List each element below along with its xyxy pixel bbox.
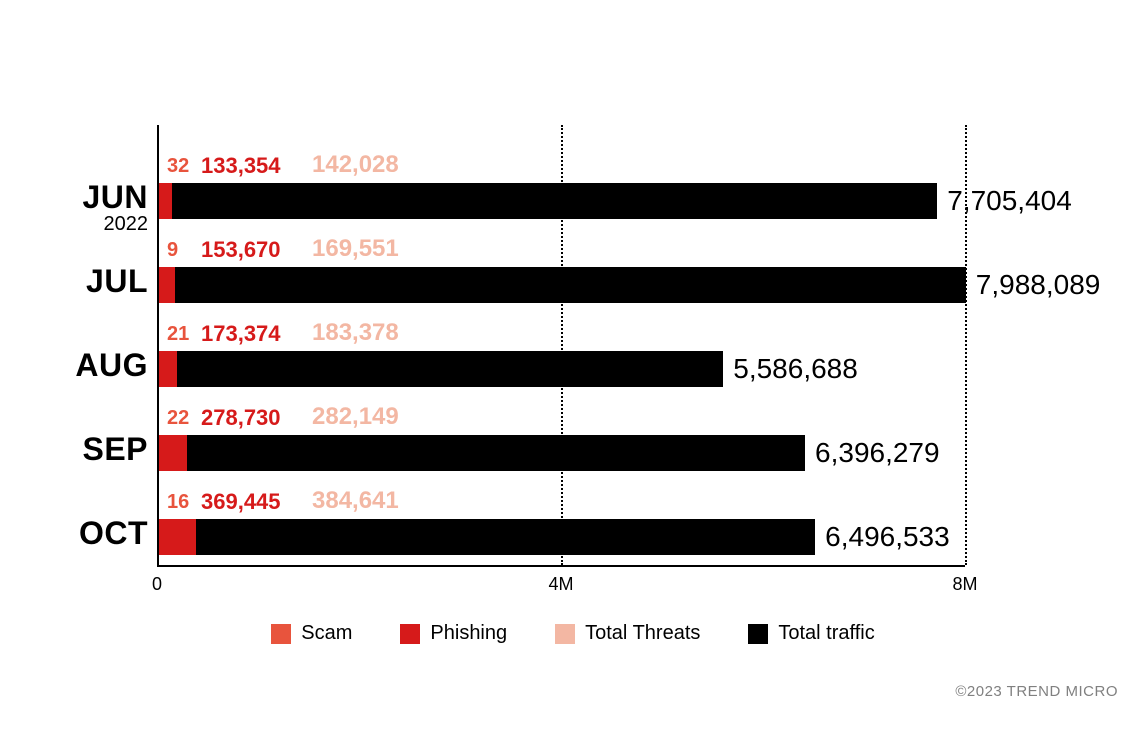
bar-phishing	[159, 435, 187, 471]
threats-value: 169,551	[312, 235, 399, 263]
bar-phishing	[159, 351, 177, 387]
table-row: OCT16369,445384,6416,496,533	[0, 491, 1146, 575]
x-tick-label: 4M	[548, 574, 573, 595]
threats-value: 384,641	[312, 487, 399, 515]
bar-phishing	[159, 267, 175, 303]
chart-canvas: 0 4M 8M JUN2022 32 133,354 142,028 7,705,404 JU…	[0, 0, 1146, 730]
month-label: JUN	[8, 179, 148, 216]
threats-value: 183,378	[312, 319, 399, 347]
table-row: AUG21173,374183,3785,586,688	[0, 323, 1146, 407]
legend-swatch	[555, 624, 575, 644]
legend-item-phishing: Phishing	[400, 622, 507, 645]
year-label: 2022	[8, 213, 148, 236]
legend-label: Total Threats	[585, 622, 700, 645]
phishing-value: 278,730	[201, 405, 281, 431]
threats-value: 142,028	[312, 151, 399, 179]
scam-value: 32	[167, 155, 189, 178]
bar-total-traffic	[177, 351, 724, 387]
total-traffic-value: 7,705,404	[947, 185, 1072, 217]
table-row: JUL9153,670169,5517,988,089	[0, 239, 1146, 323]
legend-label: Scam	[301, 622, 352, 645]
bar-total-traffic	[187, 435, 805, 471]
bar-phishing	[159, 183, 172, 219]
phishing-value: 153,670	[201, 237, 281, 263]
copyright: ©2023 TREND MICRO	[955, 683, 1118, 700]
month-label: SEP	[8, 431, 148, 468]
total-traffic-value: 7,988,089	[976, 269, 1101, 301]
x-tick-label: 0	[152, 574, 162, 595]
legend-label: Total traffic	[778, 622, 874, 645]
table-row: SEP22278,730282,1496,396,279	[0, 407, 1146, 491]
phishing-value: 173,374	[201, 321, 281, 347]
total-traffic-value: 6,396,279	[815, 437, 940, 469]
month-label: JUL	[8, 263, 148, 300]
x-tick-label: 8M	[952, 574, 977, 595]
legend-swatch	[748, 624, 768, 644]
legend-item-total_threats: Total Threats	[555, 622, 700, 645]
legend: Scam Phishing Total Threats Total traffic	[0, 622, 1146, 645]
scam-value: 22	[167, 407, 189, 430]
total-traffic-value: 6,496,533	[825, 521, 950, 553]
scam-value: 16	[167, 491, 189, 514]
bar-total-traffic	[175, 267, 966, 303]
scam-value: 21	[167, 323, 189, 346]
table-row: JUN202232133,354142,0287,705,404	[0, 155, 1146, 239]
scam-value: 9	[167, 239, 178, 262]
bar-phishing	[159, 519, 196, 555]
total-traffic-value: 5,586,688	[733, 353, 858, 385]
phishing-value: 369,445	[201, 489, 281, 515]
legend-item-scam: Scam	[271, 622, 352, 645]
month-label: AUG	[8, 347, 148, 384]
bar-total-traffic	[172, 183, 937, 219]
legend-label: Phishing	[430, 622, 507, 645]
threats-value: 282,149	[312, 403, 399, 431]
month-label: OCT	[8, 515, 148, 552]
legend-item-total_traffic: Total traffic	[748, 622, 874, 645]
legend-swatch	[400, 624, 420, 644]
legend-swatch	[271, 624, 291, 644]
phishing-value: 133,354	[201, 153, 281, 179]
bar-total-traffic	[196, 519, 815, 555]
